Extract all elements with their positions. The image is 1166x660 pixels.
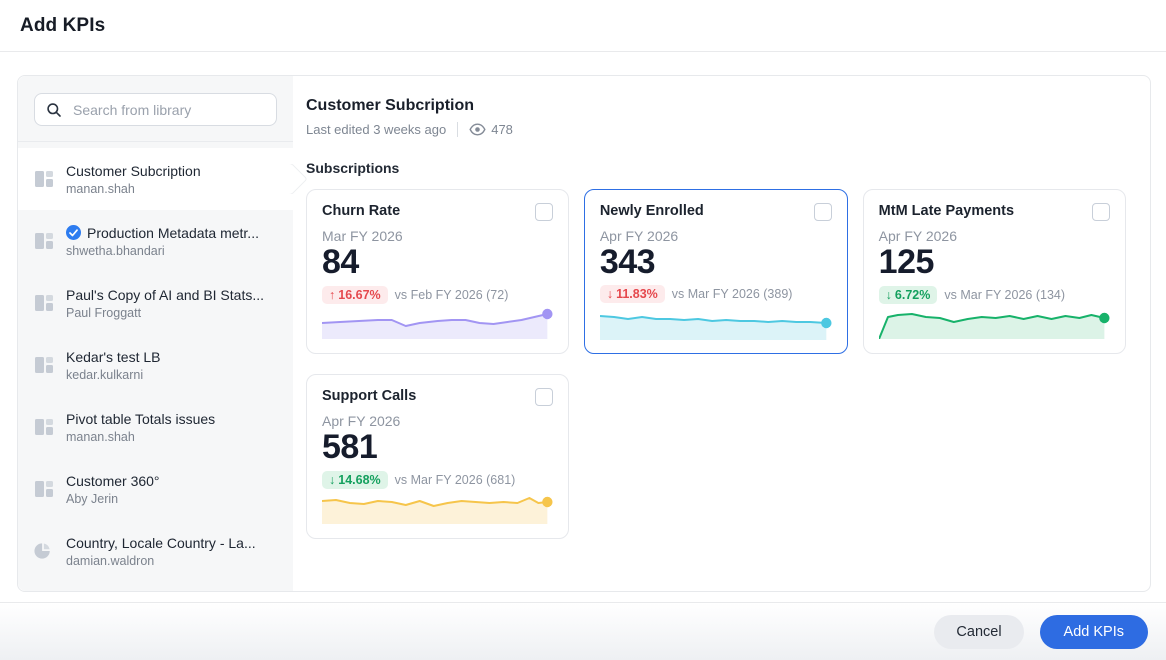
library-item[interactable]: Kedar's test LB kedar.kulkarni xyxy=(18,334,293,396)
library-item-title: Customer Subcription xyxy=(66,162,201,179)
kpi-checkbox[interactable] xyxy=(1092,203,1110,221)
dialog-header: Add KPIs xyxy=(0,0,1166,52)
kpi-card[interactable]: Support Calls Apr FY 2026 581 ↓ 14.68% v… xyxy=(306,374,570,539)
library-item-title: Paul's Copy of AI and BI Stats... xyxy=(66,286,265,303)
sparkline-chart xyxy=(322,496,553,524)
kpi-cards-grid: Churn Rate Mar FY 2026 84 ↑ 16.67% vs Fe… xyxy=(306,189,1126,539)
sparkline-chart xyxy=(878,312,1110,339)
library-title: Customer Subcription xyxy=(306,97,475,114)
delta-arrow-icon: ↓ xyxy=(885,287,892,302)
library-item-owner: kedar.kulkarni xyxy=(66,367,144,382)
library-item-owner: damian.waldron xyxy=(66,553,155,568)
kpi-checkbox[interactable] xyxy=(535,388,554,406)
comparison-text: vs Mar FY 2026 (389) xyxy=(671,287,793,302)
delta-value: 16.67% xyxy=(338,287,381,302)
add-kpis-button[interactable]: Add KPIs xyxy=(1039,614,1148,649)
sidebar-divider xyxy=(18,141,293,142)
library-item[interactable]: Pivot table Totals issues manan.shah xyxy=(18,396,293,458)
verified-badge-icon xyxy=(66,225,81,240)
library-meta: Last edited 3 weeks ago 478 xyxy=(306,122,1126,137)
library-list: Customer Subcription manan.shah Producti… xyxy=(18,148,293,582)
library-item-owner: Paul Froggatt xyxy=(66,305,142,320)
library-detail: Customer Subcription Last edited 3 weeks… xyxy=(293,76,1150,591)
kpi-period: Apr FY 2026 xyxy=(322,413,401,429)
kpi-period: Apr FY 2026 xyxy=(878,228,958,244)
library-item-owner: shwetha.bhandari xyxy=(66,243,165,258)
library-item[interactable]: Customer 360° Aby Jerin xyxy=(18,458,293,520)
views-counter: 478 xyxy=(469,122,513,137)
dashboard-icon xyxy=(35,233,53,249)
delta-arrow-icon: ↓ xyxy=(606,287,614,302)
delta-value: 6.72% xyxy=(894,287,931,302)
library-item-title: Kedar's test LB xyxy=(66,348,161,365)
comparison-text: vs Mar FY 2026 (681) xyxy=(394,472,516,487)
delta-badge: ↓ 11.83% xyxy=(599,285,665,304)
delta-badge: ↑ 16.67% xyxy=(322,285,388,304)
kpi-card-title: MtM Late Payments xyxy=(878,203,1015,219)
meta-divider xyxy=(457,122,459,137)
library-item[interactable]: Country, Locale Country - La... damian.w… xyxy=(18,520,293,582)
library-sidebar: Customer Subcription manan.shah Producti… xyxy=(18,76,293,591)
library-item-title: Country, Locale Country - La... xyxy=(66,534,256,551)
kpi-period: Apr FY 2026 xyxy=(599,227,679,244)
dashboard-icon xyxy=(35,481,53,497)
kpi-value: 84 xyxy=(322,243,359,281)
kpi-checkbox[interactable] xyxy=(535,203,554,221)
pie-chart-icon xyxy=(34,543,50,559)
kpi-card-title: Churn Rate xyxy=(322,203,401,219)
section-label-subscriptions: Subscriptions xyxy=(306,160,400,176)
delta-badge: ↓ 14.68% xyxy=(322,470,388,489)
dashboard-icon xyxy=(35,419,53,435)
delta-value: 14.68% xyxy=(338,472,381,487)
kpi-library-panel: Customer Subcription manan.shah Producti… xyxy=(17,75,1151,592)
delta-value: 11.83% xyxy=(616,287,658,302)
dashboard-icon xyxy=(35,295,53,311)
kpi-card-title: Support Calls xyxy=(322,388,417,404)
page-title: Add KPIs xyxy=(20,14,106,36)
eye-icon xyxy=(469,123,486,136)
search-wrapper xyxy=(18,76,293,141)
search-input-wrapper[interactable] xyxy=(34,93,277,126)
dashboard-icon xyxy=(35,357,53,373)
comparison-text: vs Mar FY 2026 (134) xyxy=(944,287,1066,302)
kpi-value: 343 xyxy=(599,242,656,281)
dialog-footer: Cancel Add KPIs xyxy=(0,602,1166,660)
library-item[interactable]: Customer Subcription manan.shah xyxy=(18,148,293,210)
kpi-period: Mar FY 2026 xyxy=(322,228,403,244)
kpi-card[interactable]: MtM Late Payments Apr FY 2026 125 ↓ 6.72… xyxy=(862,189,1126,354)
library-item-title: Customer 360° xyxy=(66,472,160,489)
library-item[interactable]: Production Metadata metr... shwetha.bhan… xyxy=(18,210,293,272)
kpi-card[interactable]: Churn Rate Mar FY 2026 84 ↑ 16.67% vs Fe… xyxy=(306,189,570,354)
last-edited-text: Last edited 3 weeks ago xyxy=(306,122,447,137)
search-icon xyxy=(46,102,62,118)
views-count: 478 xyxy=(491,122,513,137)
kpi-value: 581 xyxy=(322,428,378,466)
library-item-title: Pivot table Totals issues xyxy=(66,410,216,427)
sparkline-chart xyxy=(599,314,832,340)
comparison-text: vs Feb FY 2026 (72) xyxy=(394,287,509,302)
delta-arrow-icon: ↓ xyxy=(329,472,336,487)
kpi-card-title: Newly Enrolled xyxy=(599,202,704,219)
sparkline-chart xyxy=(322,308,553,339)
delta-badge: ↓ 6.72% xyxy=(878,285,938,304)
delta-arrow-icon: ↑ xyxy=(329,287,336,302)
library-item-owner: Aby Jerin xyxy=(66,491,119,506)
cancel-button[interactable]: Cancel xyxy=(934,614,1024,649)
kpi-card[interactable]: Newly Enrolled Apr FY 2026 343 ↓ 11.83% … xyxy=(584,189,848,354)
dashboard-icon xyxy=(35,171,53,187)
library-item[interactable]: Paul's Copy of AI and BI Stats... Paul F… xyxy=(18,272,293,334)
library-item-title: Production Metadata metr... xyxy=(87,224,259,241)
library-item-owner: manan.shah xyxy=(66,181,135,196)
library-item-owner: manan.shah xyxy=(66,429,135,444)
search-input[interactable] xyxy=(71,100,265,119)
kpi-value: 125 xyxy=(878,243,935,281)
kpi-checkbox[interactable] xyxy=(814,202,833,221)
